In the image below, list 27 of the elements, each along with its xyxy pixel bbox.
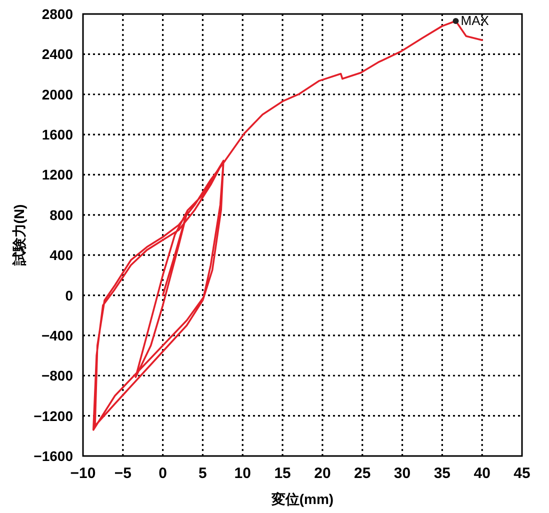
x-tick-label: 15 bbox=[274, 465, 291, 482]
x-tick-label: 5 bbox=[198, 465, 207, 482]
x-tick-label: −5 bbox=[114, 465, 132, 482]
y-tick-label: 1600 bbox=[42, 126, 74, 143]
y-tick-label: 2000 bbox=[42, 86, 74, 102]
x-tick-label: 25 bbox=[354, 465, 371, 482]
x-tick-label: 35 bbox=[434, 465, 451, 482]
x-tick-label: 20 bbox=[314, 465, 331, 482]
x-tick-label: 10 bbox=[234, 465, 251, 482]
y-tick-label: 800 bbox=[50, 206, 74, 223]
x-tick-label: 40 bbox=[474, 465, 490, 482]
x-tick-label: 0 bbox=[158, 465, 167, 482]
y-tick-label: 1200 bbox=[42, 166, 74, 183]
y-tick-label: −400 bbox=[41, 327, 74, 344]
y-tick-label: 2400 bbox=[42, 46, 74, 62]
y-tick-label: 400 bbox=[50, 247, 74, 264]
y-axis-title: 試験力(N) bbox=[11, 204, 27, 267]
y-tick-label: −800 bbox=[41, 368, 74, 384]
y-tick-label: −1600 bbox=[34, 448, 74, 464]
y-tick-label: −1200 bbox=[34, 408, 74, 424]
x-tick-label: 45 bbox=[514, 465, 530, 482]
x-tick-label: 30 bbox=[394, 465, 411, 482]
annotation: MAX bbox=[460, 13, 490, 28]
y-tick-label: 2800 bbox=[42, 6, 74, 22]
x-tick-label: −10 bbox=[70, 465, 96, 482]
y-tick-label: 0 bbox=[65, 287, 74, 304]
x-axis-title: 変位(mm) bbox=[270, 491, 334, 507]
